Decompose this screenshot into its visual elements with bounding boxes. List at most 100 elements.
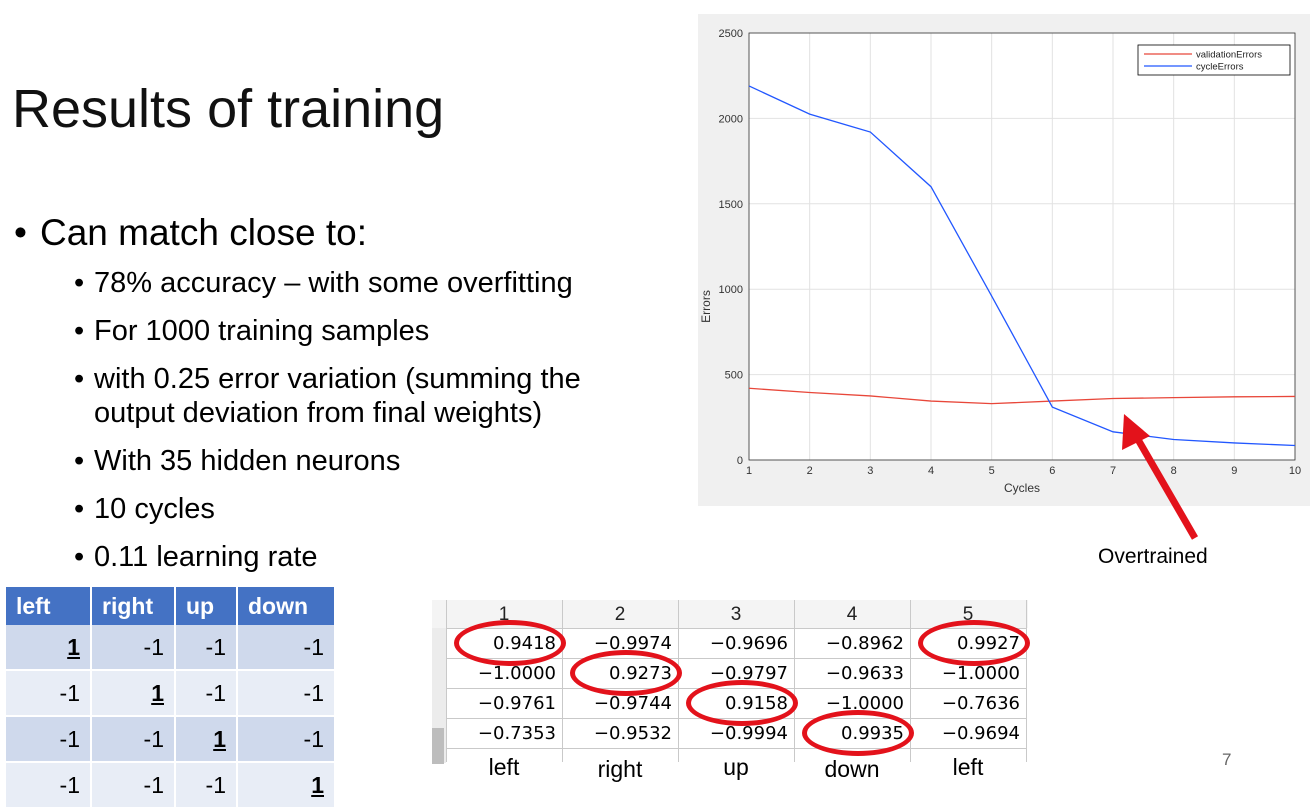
matrix-cell: −0.9974 bbox=[593, 633, 672, 654]
errors-chart-svg: 1 2 3 4 5 6 7 8 9 10 0 500 1000 1500 2000 2500 Cycles E… bbox=[699, 28, 1302, 495]
plot-area bbox=[749, 33, 1295, 460]
matrix-col-header: 3 bbox=[730, 604, 742, 625]
table-cell: 1 bbox=[6, 625, 92, 671]
sub-bullet-cycles: • 10 cycles bbox=[74, 492, 215, 526]
matrix-cell: −0.9633 bbox=[825, 663, 904, 684]
sub-bullet-accuracy: • 78% accuracy – with some overfitting bbox=[74, 266, 573, 300]
sub-bullet-text: With 35 hidden neurons bbox=[94, 445, 401, 477]
x-tick-label: 8 bbox=[1171, 465, 1177, 477]
matrix-cell: −0.9744 bbox=[593, 693, 672, 714]
table-cell: 1 bbox=[176, 717, 238, 763]
matrix-col-divider bbox=[446, 600, 447, 762]
matrix-cell: −0.9696 bbox=[709, 633, 788, 654]
table-cell: -1 bbox=[238, 717, 336, 763]
matrix-column-label: down bbox=[824, 756, 880, 782]
sub-bullet-text: 78% accuracy – with some overfitting bbox=[94, 267, 573, 299]
x-axis-label: Cycles bbox=[1004, 481, 1040, 495]
y-tick-label: 500 bbox=[725, 370, 743, 382]
series-lines bbox=[748, 85, 1296, 447]
row-selection-marker bbox=[432, 728, 444, 764]
page-number: 7 bbox=[1222, 750, 1232, 769]
sub-bullet-text: with 0.25 error variation (summing the bbox=[94, 363, 581, 395]
table-row: -1 -1 1 -1 bbox=[6, 717, 336, 763]
main-bullet-text: Can match close to: bbox=[40, 212, 367, 253]
matrix-row-divider bbox=[446, 748, 1026, 749]
sub-bullet-text: 10 cycles bbox=[94, 493, 215, 525]
sub-bullet-continuation: output deviation from final weights) bbox=[94, 397, 543, 429]
matrix-col-divider bbox=[910, 600, 911, 762]
highlight-circle bbox=[918, 620, 1030, 666]
x-tick-label: 4 bbox=[928, 465, 934, 477]
bullet-dot: • bbox=[74, 493, 85, 525]
sub-bullet-text: For 1000 training samples bbox=[94, 315, 430, 347]
x-tick-label: 9 bbox=[1231, 465, 1237, 477]
sub-bullet-text: 0.11 learning rate bbox=[94, 541, 318, 573]
errors-chart: 1 2 3 4 5 6 7 8 9 10 0 500 1000 1500 2000 2500 Cycles E… bbox=[698, 14, 1310, 506]
x-tick-label: 5 bbox=[989, 465, 995, 477]
table-header: left bbox=[6, 587, 92, 625]
matrix-col-header: 5 bbox=[962, 604, 974, 625]
y-axis-label: Errors bbox=[699, 290, 713, 323]
output-matrix: 1 2 3 4 5 0.9418 −0.9974 −0.9696 −0.8962 0.9927 −1… bbox=[432, 600, 1030, 782]
table-cell: -1 bbox=[92, 625, 176, 671]
highlight-circle bbox=[802, 710, 914, 756]
legend-box bbox=[1137, 44, 1291, 76]
matrix-cell: −0.9694 bbox=[941, 723, 1020, 744]
sub-bullet-error-variation: • with 0.25 error variation (summing the o… bbox=[74, 362, 581, 430]
table-cell: -1 bbox=[176, 671, 238, 717]
matrix-column-label: right bbox=[597, 756, 643, 782]
matrix-row-divider bbox=[446, 628, 1026, 629]
table-cell: 1 bbox=[238, 763, 336, 809]
legend-entry: validationErrors bbox=[1196, 50, 1262, 61]
y-tick-label: 1000 bbox=[719, 284, 743, 296]
y-tick-label: 2000 bbox=[719, 113, 743, 125]
table-header: down bbox=[238, 587, 336, 625]
matrix-cell: −1.0000 bbox=[825, 693, 904, 714]
sub-bullet-hidden-neurons: • With 35 hidden neurons bbox=[74, 444, 400, 478]
matrix-col-header: 2 bbox=[614, 604, 626, 625]
matrix-col-header: 4 bbox=[846, 604, 858, 625]
legend-entry: cycleErrors bbox=[1196, 62, 1244, 73]
matrix-cell: −1.0000 bbox=[941, 663, 1020, 684]
highlight-circle bbox=[570, 650, 682, 696]
slide-title: Results of training bbox=[12, 79, 445, 139]
bullet-dot: • bbox=[14, 212, 27, 253]
x-tick-label: 1 bbox=[746, 465, 752, 477]
matrix-col-divider bbox=[794, 600, 795, 762]
table-cell: -1 bbox=[6, 763, 92, 809]
matrix-cell: −0.9532 bbox=[593, 723, 672, 744]
bullet-dot: • bbox=[74, 363, 85, 395]
matrix-column-label: left bbox=[488, 754, 520, 780]
table-cell: -1 bbox=[238, 671, 336, 717]
series-line-validationErrors bbox=[748, 387, 1296, 405]
matrix-cell: −0.9994 bbox=[709, 723, 788, 744]
bullet-dot: • bbox=[74, 267, 85, 299]
matrix-cell: −0.9797 bbox=[709, 663, 788, 684]
y-tick-label: 0 bbox=[737, 455, 743, 467]
overtrained-label: Overtrained bbox=[1098, 545, 1208, 568]
table-cell: -1 bbox=[176, 625, 238, 671]
table-cell: -1 bbox=[6, 717, 92, 763]
axis-ticks: 1 2 3 4 5 6 7 8 9 10 0 500 1000 1500 2000 2500 bbox=[719, 28, 1302, 477]
matrix-row-divider bbox=[446, 658, 1026, 659]
table-header: right bbox=[92, 587, 176, 625]
matrix-col-header: 1 bbox=[498, 604, 510, 625]
main-bullet: • Can match close to: bbox=[14, 212, 367, 254]
series-line-cycleErrors bbox=[748, 85, 1296, 447]
table-cell: 1 bbox=[92, 671, 176, 717]
bullet-dot: • bbox=[74, 315, 85, 347]
matrix-col-divider bbox=[1026, 600, 1027, 762]
target-labels-table: left right up down 1 -1 -1 -1 -1 1 -1 -1… bbox=[6, 587, 336, 809]
matrix-column-label: up bbox=[723, 754, 749, 780]
table-row: 1 -1 -1 -1 bbox=[6, 625, 336, 671]
matrix-row-gutter bbox=[432, 628, 446, 764]
highlight-circle bbox=[454, 620, 566, 666]
arrow-head bbox=[1122, 414, 1150, 450]
table-header: up bbox=[176, 587, 238, 625]
table-cell: -1 bbox=[92, 763, 176, 809]
x-tick-label: 2 bbox=[807, 465, 813, 477]
sub-bullet-learning-rate: • 0.11 learning rate bbox=[74, 540, 318, 574]
table-row: -1 -1 -1 1 bbox=[6, 763, 336, 809]
sub-bullet-samples: • For 1000 training samples bbox=[74, 314, 429, 348]
